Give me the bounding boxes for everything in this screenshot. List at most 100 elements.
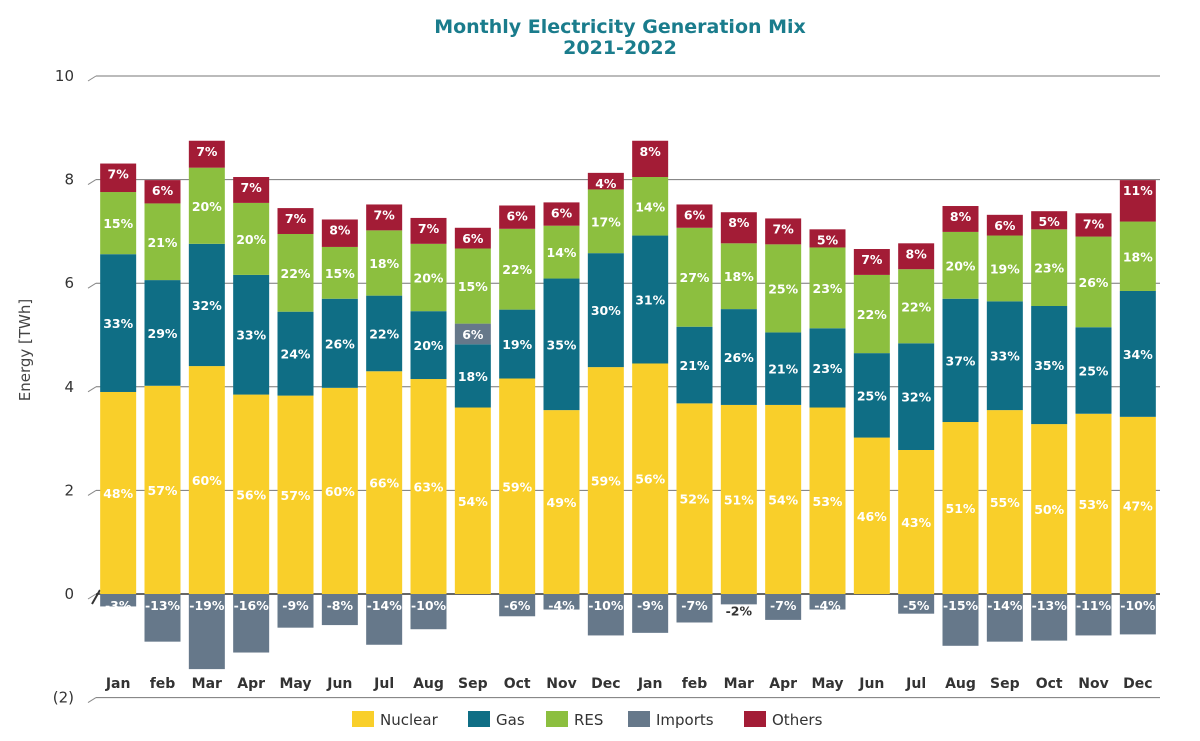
bar-others — [144, 180, 181, 204]
data-label-gas: 26% — [325, 336, 355, 351]
bar-gas — [100, 254, 137, 392]
bar-res — [853, 274, 890, 354]
x-tick-label: May — [279, 676, 311, 692]
bar-others — [1075, 213, 1112, 237]
legend-swatch-nuclear — [352, 711, 374, 727]
x-tick-label: Apr — [769, 676, 797, 692]
chart-title: Monthly Electricity Generation Mix — [434, 16, 806, 38]
data-label-gas: 20% — [414, 338, 444, 353]
bar-res — [1031, 229, 1068, 306]
data-label-imports: -10% — [588, 598, 624, 613]
bar-res — [277, 233, 314, 312]
data-label-res: 20% — [192, 199, 222, 214]
legend-label-gas: Gas — [496, 711, 525, 729]
data-label-imports: -10% — [411, 598, 447, 613]
bar-others — [277, 208, 314, 234]
x-tick-label: Jul — [373, 676, 394, 692]
data-label-nuclear: 55% — [990, 495, 1020, 510]
y-tick-label: 2 — [64, 481, 74, 499]
data-label-nuclear: 54% — [458, 494, 488, 509]
bar-res — [410, 243, 447, 312]
data-label-nuclear: 57% — [148, 483, 178, 498]
bar-imports — [144, 594, 181, 642]
bar-gas — [942, 298, 979, 423]
bar-gas — [676, 326, 713, 404]
data-label-res: 18% — [369, 256, 399, 271]
data-label-imports: -5% — [903, 598, 930, 613]
data-label-others: 6% — [994, 218, 1016, 233]
bar-gas — [632, 235, 669, 364]
bar-imports — [765, 594, 802, 620]
data-label-nuclear: 53% — [1079, 497, 1109, 512]
bar-imports — [676, 594, 713, 623]
bar-others — [543, 202, 580, 226]
data-label-gas: 21% — [680, 358, 710, 373]
bar-res — [809, 247, 846, 329]
legend: Nuclear Gas RES Imports Others — [352, 711, 823, 729]
x-tick-label: Oct — [1036, 676, 1063, 692]
bar-nuclear — [454, 407, 491, 594]
bar-nuclear — [366, 371, 403, 594]
bar-res — [632, 177, 669, 236]
data-label-others: 6% — [507, 209, 529, 224]
x-tick-label: Jan — [637, 676, 663, 692]
bar-imports — [986, 594, 1023, 642]
x-tick-label: May — [811, 676, 843, 692]
data-label-res: 21% — [148, 235, 178, 250]
data-label-res: 15% — [458, 279, 488, 294]
data-label-nuclear: 43% — [901, 515, 931, 530]
data-label-imports: -15% — [943, 598, 979, 613]
data-label-imports: -10% — [1120, 598, 1156, 613]
data-label-others: 7% — [374, 207, 396, 222]
data-label-others: 4% — [595, 176, 617, 191]
axis-break-mark — [91, 589, 101, 605]
data-label-nuclear: 53% — [813, 494, 843, 509]
x-tick-label: Sep — [990, 676, 1020, 692]
y-tick-mark — [87, 75, 97, 82]
data-label-gas: 37% — [946, 353, 976, 368]
bar-res — [233, 202, 270, 275]
bar-res — [188, 167, 225, 244]
bar-nuclear — [543, 410, 580, 594]
bar-imports — [809, 594, 846, 610]
data-label-imports: -11% — [1076, 598, 1112, 613]
bar-others — [809, 229, 846, 248]
y-tick-label: 8 — [64, 171, 74, 189]
bar-others — [1031, 211, 1068, 230]
x-tick-label: Jun — [326, 676, 352, 692]
bar-res — [720, 243, 757, 310]
bar-gas — [321, 298, 358, 388]
bar-others — [499, 205, 536, 229]
data-label-gas: 25% — [857, 388, 887, 403]
bar-res — [454, 248, 491, 324]
legend-label-imports: Imports — [656, 711, 714, 729]
bar-res — [144, 203, 181, 281]
bar-nuclear — [1075, 413, 1112, 594]
bar-res — [100, 192, 137, 255]
data-label-imports: -6% — [504, 598, 531, 613]
bar-gas — [765, 332, 802, 405]
bar-res — [366, 230, 403, 296]
bar-nuclear — [765, 404, 802, 594]
bar-gas — [809, 328, 846, 408]
bar-gas — [986, 301, 1023, 411]
data-label-gas: 24% — [281, 347, 311, 362]
x-tick-label: Aug — [945, 676, 976, 692]
bar-gas — [587, 253, 624, 368]
bar-imports — [587, 594, 624, 636]
bar-nuclear — [499, 378, 536, 594]
data-label-gas: 35% — [1034, 358, 1064, 373]
data-label-res: 19% — [990, 261, 1020, 276]
y-tick-mark — [87, 593, 97, 600]
x-tick-label: Aug — [413, 676, 444, 692]
bar-gas — [144, 280, 181, 386]
data-label-gas: 18% — [458, 369, 488, 384]
bar-nuclear — [720, 404, 757, 594]
data-label-gas: 33% — [236, 328, 266, 343]
x-tick-label: Dec — [591, 676, 620, 692]
bar-imports — [100, 594, 137, 607]
bar-gas — [233, 274, 270, 395]
data-label-others: 6% — [152, 183, 174, 198]
bar-imports — [632, 594, 669, 633]
bar-others — [765, 218, 802, 245]
